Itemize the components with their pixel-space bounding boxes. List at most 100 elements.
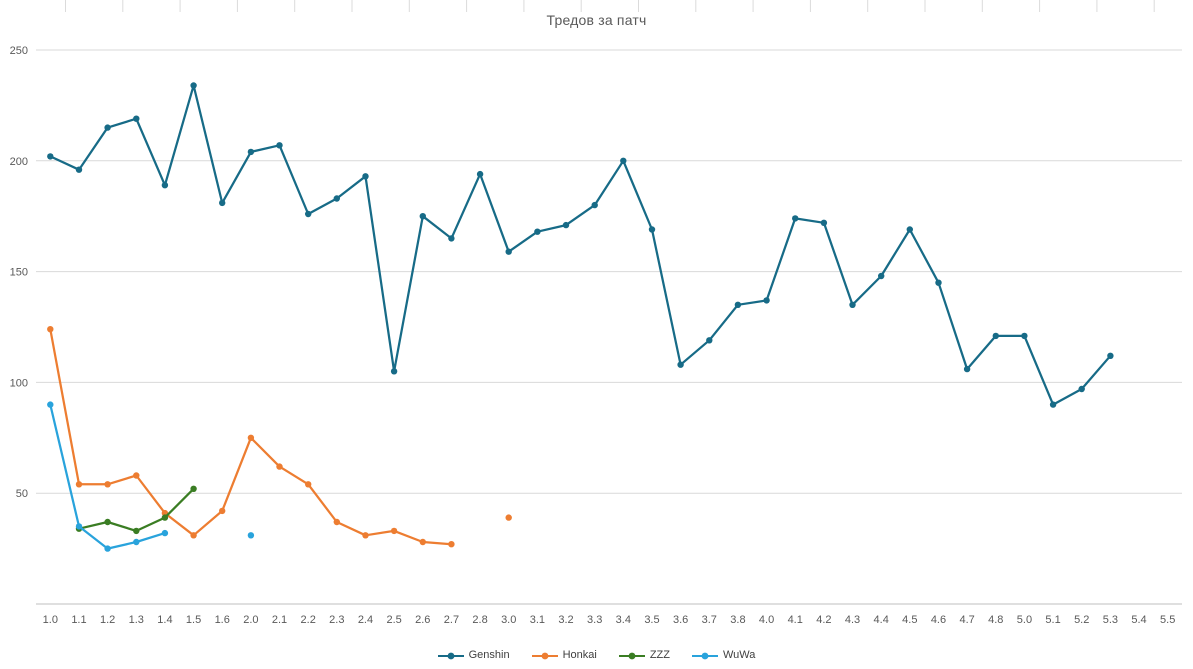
series-line-zzz [77, 487, 195, 533]
series-marker-genshin [963, 365, 971, 373]
x-axis-label: 1.6 [215, 614, 230, 626]
x-axis-label: 4.1 [788, 614, 803, 626]
series-marker-genshin [219, 199, 226, 207]
x-axis-label: 5.3 [1103, 614, 1118, 626]
legend-label-honkai: Honkai [562, 649, 597, 661]
x-axis-label: 2.2 [301, 614, 316, 626]
x-axis-label: 5.1 [1045, 614, 1060, 626]
x-axis-label: 5.2 [1074, 614, 1089, 626]
x-axis-label: 2.5 [386, 614, 401, 626]
series-marker-genshin [620, 157, 627, 164]
series-marker-honkai [305, 481, 312, 488]
series-marker-genshin [763, 297, 770, 304]
series-marker-honkai [47, 326, 54, 333]
y-axis-label: 150 [10, 267, 28, 279]
series-marker-genshin [161, 182, 169, 189]
x-axis-label: 2.4 [358, 614, 373, 626]
x-axis-label: 3.4 [616, 614, 631, 626]
y-axis-label: 50 [16, 488, 28, 500]
legend-label-zzz: ZZZ [649, 649, 670, 661]
series-marker-genshin [706, 337, 713, 344]
legend-marker-genshin [437, 652, 464, 659]
x-axis-label: 5.0 [1017, 614, 1032, 626]
series-marker-zzz [104, 518, 111, 526]
series-marker-genshin [1021, 332, 1028, 340]
series-marker-honkai [448, 541, 455, 548]
series-marker-genshin [820, 219, 828, 226]
x-axis-label: 4.0 [759, 614, 774, 626]
x-axis-label: 2.6 [415, 614, 430, 626]
series-marker-genshin [305, 210, 312, 218]
x-axis-label: 3.3 [587, 614, 602, 626]
series-marker-genshin [333, 195, 340, 202]
x-axis-label: 3.7 [702, 614, 717, 626]
x-axis-label: 4.7 [959, 614, 974, 626]
x-axis-label: 4.2 [816, 614, 831, 626]
series-marker-wuwa [47, 401, 54, 408]
series-marker-wuwa [104, 545, 111, 552]
x-axis-label: 4.6 [931, 614, 946, 626]
legend-label-wuwa: WuWa [723, 649, 756, 661]
series-marker-wuwa [133, 538, 140, 546]
series-marker-genshin [75, 166, 83, 173]
chart-plot-area: 50 100 150 200 250 1.0 1.1 1.2 1.3 1.4 1.5 1.6 2.0 2.… [10, 0, 1182, 626]
series-marker-genshin [935, 279, 942, 286]
x-axis-label: 1.4 [157, 614, 172, 626]
x-axis-label: 4.8 [988, 614, 1003, 626]
series-marker-genshin [133, 115, 140, 122]
series-marker-honkai [247, 434, 255, 441]
series-marker-genshin [247, 148, 255, 156]
x-axis-label: 2.8 [472, 614, 487, 626]
series-marker-honkai [362, 532, 369, 539]
series-marker-genshin [734, 301, 742, 308]
legend-item-zzz[interactable]: ZZZ [618, 649, 670, 661]
series-line-honkai [50, 329, 508, 544]
series-marker-honkai [190, 532, 197, 539]
legend-item-wuwa[interactable]: WuWa [692, 650, 755, 661]
series-marker-genshin [505, 248, 512, 255]
series-marker-genshin [1078, 385, 1085, 393]
x-axis-label: 1.0 [43, 614, 58, 626]
chart-legend: Genshin Honkai ZZZ WuWa [0, 650, 1193, 661]
x-axis-label: 3.6 [673, 614, 688, 626]
x-axis-label: 2.3 [329, 614, 344, 626]
x-axis-label: 4.5 [902, 614, 917, 626]
x-axis-label: 3.1 [530, 614, 545, 626]
series-marker-genshin [534, 228, 541, 235]
x-axis-label: 4.3 [845, 614, 860, 626]
y-axis-label: 250 [10, 45, 28, 57]
series-marker-wuwa [247, 532, 255, 539]
x-axis-label: 3.5 [644, 614, 659, 626]
series-marker-wuwa [161, 529, 169, 537]
series-marker-honkai [276, 463, 283, 470]
series-marker-honkai [419, 538, 426, 546]
series-marker-genshin [562, 221, 570, 229]
series-marker-honkai [390, 527, 398, 535]
series-marker-genshin [362, 173, 369, 180]
x-axis-label: 5.4 [1131, 614, 1146, 626]
series-marker-genshin [677, 361, 684, 368]
legend-item-honkai[interactable]: Honkai [531, 649, 597, 661]
legend-item-genshin[interactable]: Genshin [437, 650, 510, 661]
legend-marker-zzz [618, 652, 645, 659]
x-axis-label: 1.3 [129, 614, 144, 626]
legend-marker-honkai [531, 652, 558, 659]
x-axis-label: 2.0 [243, 614, 258, 626]
series-marker-honkai [133, 472, 140, 479]
series-marker-genshin [448, 235, 455, 242]
series-marker-genshin [849, 301, 856, 308]
series-marker-honkai [333, 518, 340, 526]
series-marker-genshin [390, 368, 398, 375]
series-line-genshin [49, 84, 1112, 406]
x-axis-label: 1.5 [186, 614, 201, 626]
series-marker-zzz [161, 514, 169, 521]
series-marker-zzz [190, 485, 197, 492]
x-axis-label: 3.0 [501, 614, 516, 626]
series-marker-genshin [648, 226, 656, 233]
series-marker-genshin [906, 226, 913, 233]
series-marker-genshin [792, 215, 799, 222]
series-marker-genshin [591, 201, 598, 209]
series-marker-genshin [878, 272, 885, 280]
series-marker-genshin [47, 153, 54, 160]
